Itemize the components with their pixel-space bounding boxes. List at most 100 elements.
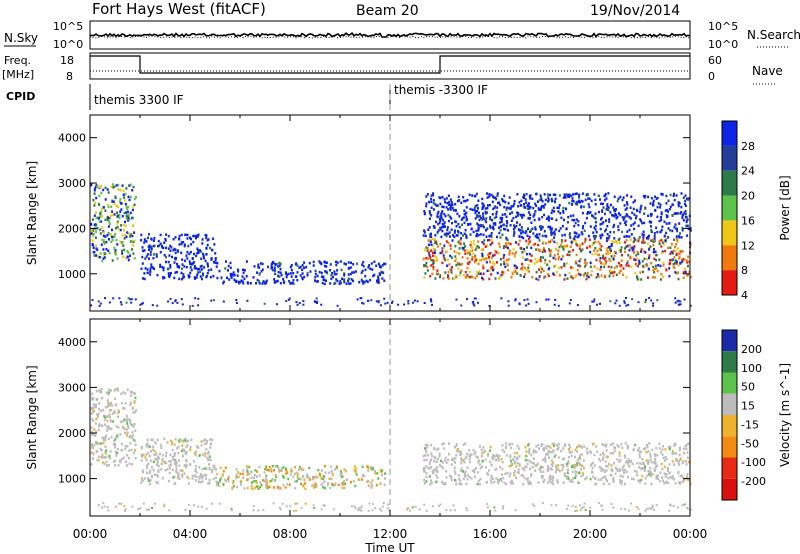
- data-cell: [673, 212, 676, 215]
- data-cell: [550, 481, 553, 484]
- data-cell: [430, 194, 433, 197]
- data-cell: [620, 249, 622, 252]
- data-cell: [334, 281, 337, 285]
- data-cell: [95, 441, 98, 444]
- data-cell: [497, 457, 500, 460]
- data-cell: [624, 468, 626, 472]
- nsky-tick-bottom: 10^0: [53, 38, 83, 51]
- data-cell: [642, 236, 645, 239]
- data-cell: [592, 215, 595, 218]
- data-cell: [628, 235, 631, 238]
- data-cell: [589, 225, 592, 228]
- data-cell: [142, 471, 144, 474]
- data-cell: [366, 465, 369, 469]
- data-cell: [598, 242, 601, 246]
- data-cell: [550, 197, 553, 201]
- data-cell: [471, 258, 474, 261]
- data-cell: [669, 252, 672, 255]
- data-cell: [448, 452, 450, 456]
- data-cell: [430, 465, 433, 469]
- data-cell: [554, 197, 557, 201]
- data-cell: [165, 255, 167, 259]
- data-cell: [212, 477, 215, 481]
- data-cell: [626, 444, 629, 447]
- data-cell: [613, 250, 616, 254]
- data-cell: [571, 199, 574, 203]
- data-cell: [557, 442, 560, 446]
- data-cell: [548, 479, 551, 483]
- data-cell: [563, 472, 566, 475]
- data-cell: [430, 243, 433, 246]
- data-cell: [246, 470, 249, 473]
- data-cell: [326, 483, 329, 487]
- data-cell: [687, 255, 690, 259]
- data-cell: [681, 258, 683, 262]
- data-cell: [306, 473, 309, 477]
- data-cell: [460, 218, 463, 221]
- data-cell: [574, 231, 577, 235]
- data-cell: [447, 232, 449, 236]
- data-cell: [432, 193, 434, 197]
- data-cell: [576, 450, 579, 453]
- data-cell: [153, 244, 156, 248]
- data-cell: [340, 475, 343, 479]
- data-cell: [282, 278, 285, 281]
- data-cell: [425, 472, 428, 475]
- data-cell: [543, 478, 546, 482]
- data-cell: [660, 216, 662, 219]
- data-cell: [582, 506, 585, 509]
- data-cell: [576, 203, 579, 206]
- data-cell: [429, 483, 432, 486]
- data-cell: [458, 242, 461, 246]
- data-cell: [424, 264, 427, 267]
- nave-label: Nave: [752, 64, 783, 78]
- data-cell: [545, 298, 548, 301]
- data-cell: [177, 476, 180, 480]
- data-cell: [282, 476, 285, 479]
- data-cell: [502, 507, 504, 510]
- data-cell: [537, 443, 540, 447]
- data-cell: [251, 487, 254, 490]
- data-cell: [618, 304, 621, 307]
- data-cell: [102, 188, 105, 192]
- data-cell: [94, 434, 97, 438]
- data-cell: [240, 479, 243, 483]
- data-cell: [616, 199, 619, 203]
- data-cell: [564, 207, 567, 210]
- data-cell: [654, 250, 657, 254]
- data-cell: [601, 222, 604, 225]
- data-cell: [477, 233, 480, 237]
- data-cell: [289, 505, 292, 508]
- data-cell: [140, 233, 143, 237]
- data-cell: [169, 263, 172, 267]
- data-cell: [379, 304, 382, 307]
- data-cell: [107, 393, 110, 396]
- data-cell: [594, 212, 597, 215]
- data-cell: [107, 463, 110, 467]
- data-cell: [602, 456, 605, 459]
- data-cell: [544, 456, 547, 459]
- data-cell: [539, 265, 542, 269]
- data-cell: [540, 474, 543, 478]
- data-cell: [445, 476, 448, 479]
- data-cell: [675, 459, 678, 463]
- data-cell: [378, 272, 381, 275]
- data-cell: [450, 217, 453, 220]
- data-cell: [634, 217, 637, 220]
- data-cell: [465, 249, 468, 252]
- data-cell: [654, 466, 657, 469]
- data-cell: [423, 458, 426, 462]
- data-cell: [669, 205, 672, 209]
- data-cell: [519, 246, 522, 250]
- data-cell: [570, 203, 573, 206]
- data-cell: [428, 475, 431, 478]
- data-cell: [609, 272, 612, 275]
- data-cell: [114, 388, 117, 391]
- data-cell: [98, 389, 101, 393]
- data-cell: [644, 301, 647, 304]
- data-cell: [256, 271, 258, 274]
- data-cell: [515, 241, 517, 244]
- data-cell: [550, 468, 553, 471]
- data-cell: [361, 465, 364, 469]
- data-cell: [668, 221, 671, 225]
